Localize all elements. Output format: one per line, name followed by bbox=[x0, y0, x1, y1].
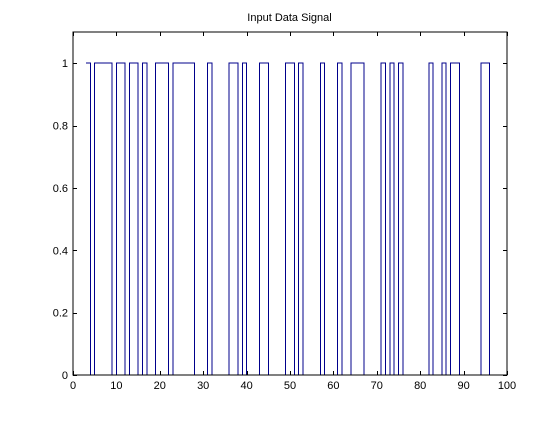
x-tick-label: 0 bbox=[70, 380, 76, 392]
x-tick-label: 70 bbox=[371, 380, 383, 392]
x-tick-label: 100 bbox=[498, 380, 516, 392]
y-tick-label: 0.8 bbox=[53, 121, 68, 133]
x-tick-label: 10 bbox=[110, 380, 122, 392]
x-tick-label: 60 bbox=[327, 380, 339, 392]
y-tick-label: 1 bbox=[62, 58, 68, 70]
plot-area bbox=[86, 62, 491, 376]
x-tick-label: 90 bbox=[457, 380, 469, 392]
y-tick-label: 0.6 bbox=[53, 183, 68, 195]
x-axis-ticks: 0 10 20 30 40 50 60 70 80 90 100 bbox=[70, 32, 516, 392]
signal-series-line bbox=[86, 62, 491, 376]
y-tick-label: 0 bbox=[62, 370, 68, 382]
x-tick-label: 50 bbox=[284, 380, 296, 392]
x-tick-label: 40 bbox=[240, 380, 252, 392]
x-tick-label: 80 bbox=[414, 380, 426, 392]
y-tick-label: 0.4 bbox=[53, 245, 68, 257]
y-tick-label: 0.2 bbox=[53, 308, 68, 320]
x-tick-label: 20 bbox=[154, 380, 166, 392]
y-axis-ticks: 0 0.2 0.4 0.6 0.8 1 bbox=[53, 58, 507, 382]
chart-title: Input Data Signal bbox=[247, 12, 331, 24]
x-tick-label: 30 bbox=[197, 380, 209, 392]
axes-frame bbox=[72, 31, 508, 376]
